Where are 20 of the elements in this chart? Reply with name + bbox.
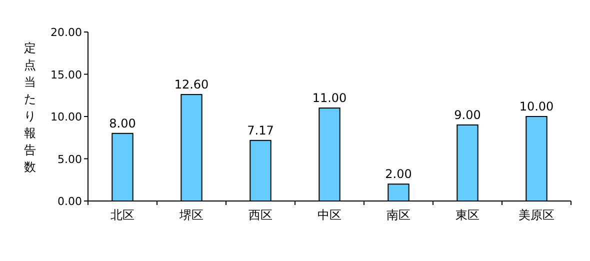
y-axis-title: 定点当たり報告数 bbox=[24, 41, 36, 174]
data-label: 11.00 bbox=[312, 91, 347, 106]
x-tick-label: 西区 bbox=[248, 208, 272, 222]
data-label: 10.00 bbox=[519, 100, 554, 114]
x-tick-label: 南区 bbox=[386, 208, 410, 222]
x-tick-label: 中区 bbox=[318, 208, 342, 222]
data-label: 12.60 bbox=[174, 78, 209, 92]
x-tick-label: 北区 bbox=[110, 208, 134, 222]
data-label: 2.00 bbox=[385, 167, 412, 182]
data-label: 9.00 bbox=[454, 108, 481, 122]
data-label: 7.17 bbox=[247, 123, 274, 138]
x-tick-label: 堺区 bbox=[178, 208, 204, 222]
x-tick-label: 東区 bbox=[456, 208, 480, 222]
y-tick-label: 10.00 bbox=[50, 110, 82, 124]
y-tick-label: 20.00 bbox=[50, 26, 82, 39]
x-tick-label: 美原区 bbox=[518, 208, 554, 222]
y-tick-label: 5.00 bbox=[58, 152, 82, 166]
y-tick-label: 15.00 bbox=[50, 68, 82, 82]
y-tick-label: 0.00 bbox=[58, 195, 82, 208]
data-label: 8.00 bbox=[109, 116, 136, 130]
